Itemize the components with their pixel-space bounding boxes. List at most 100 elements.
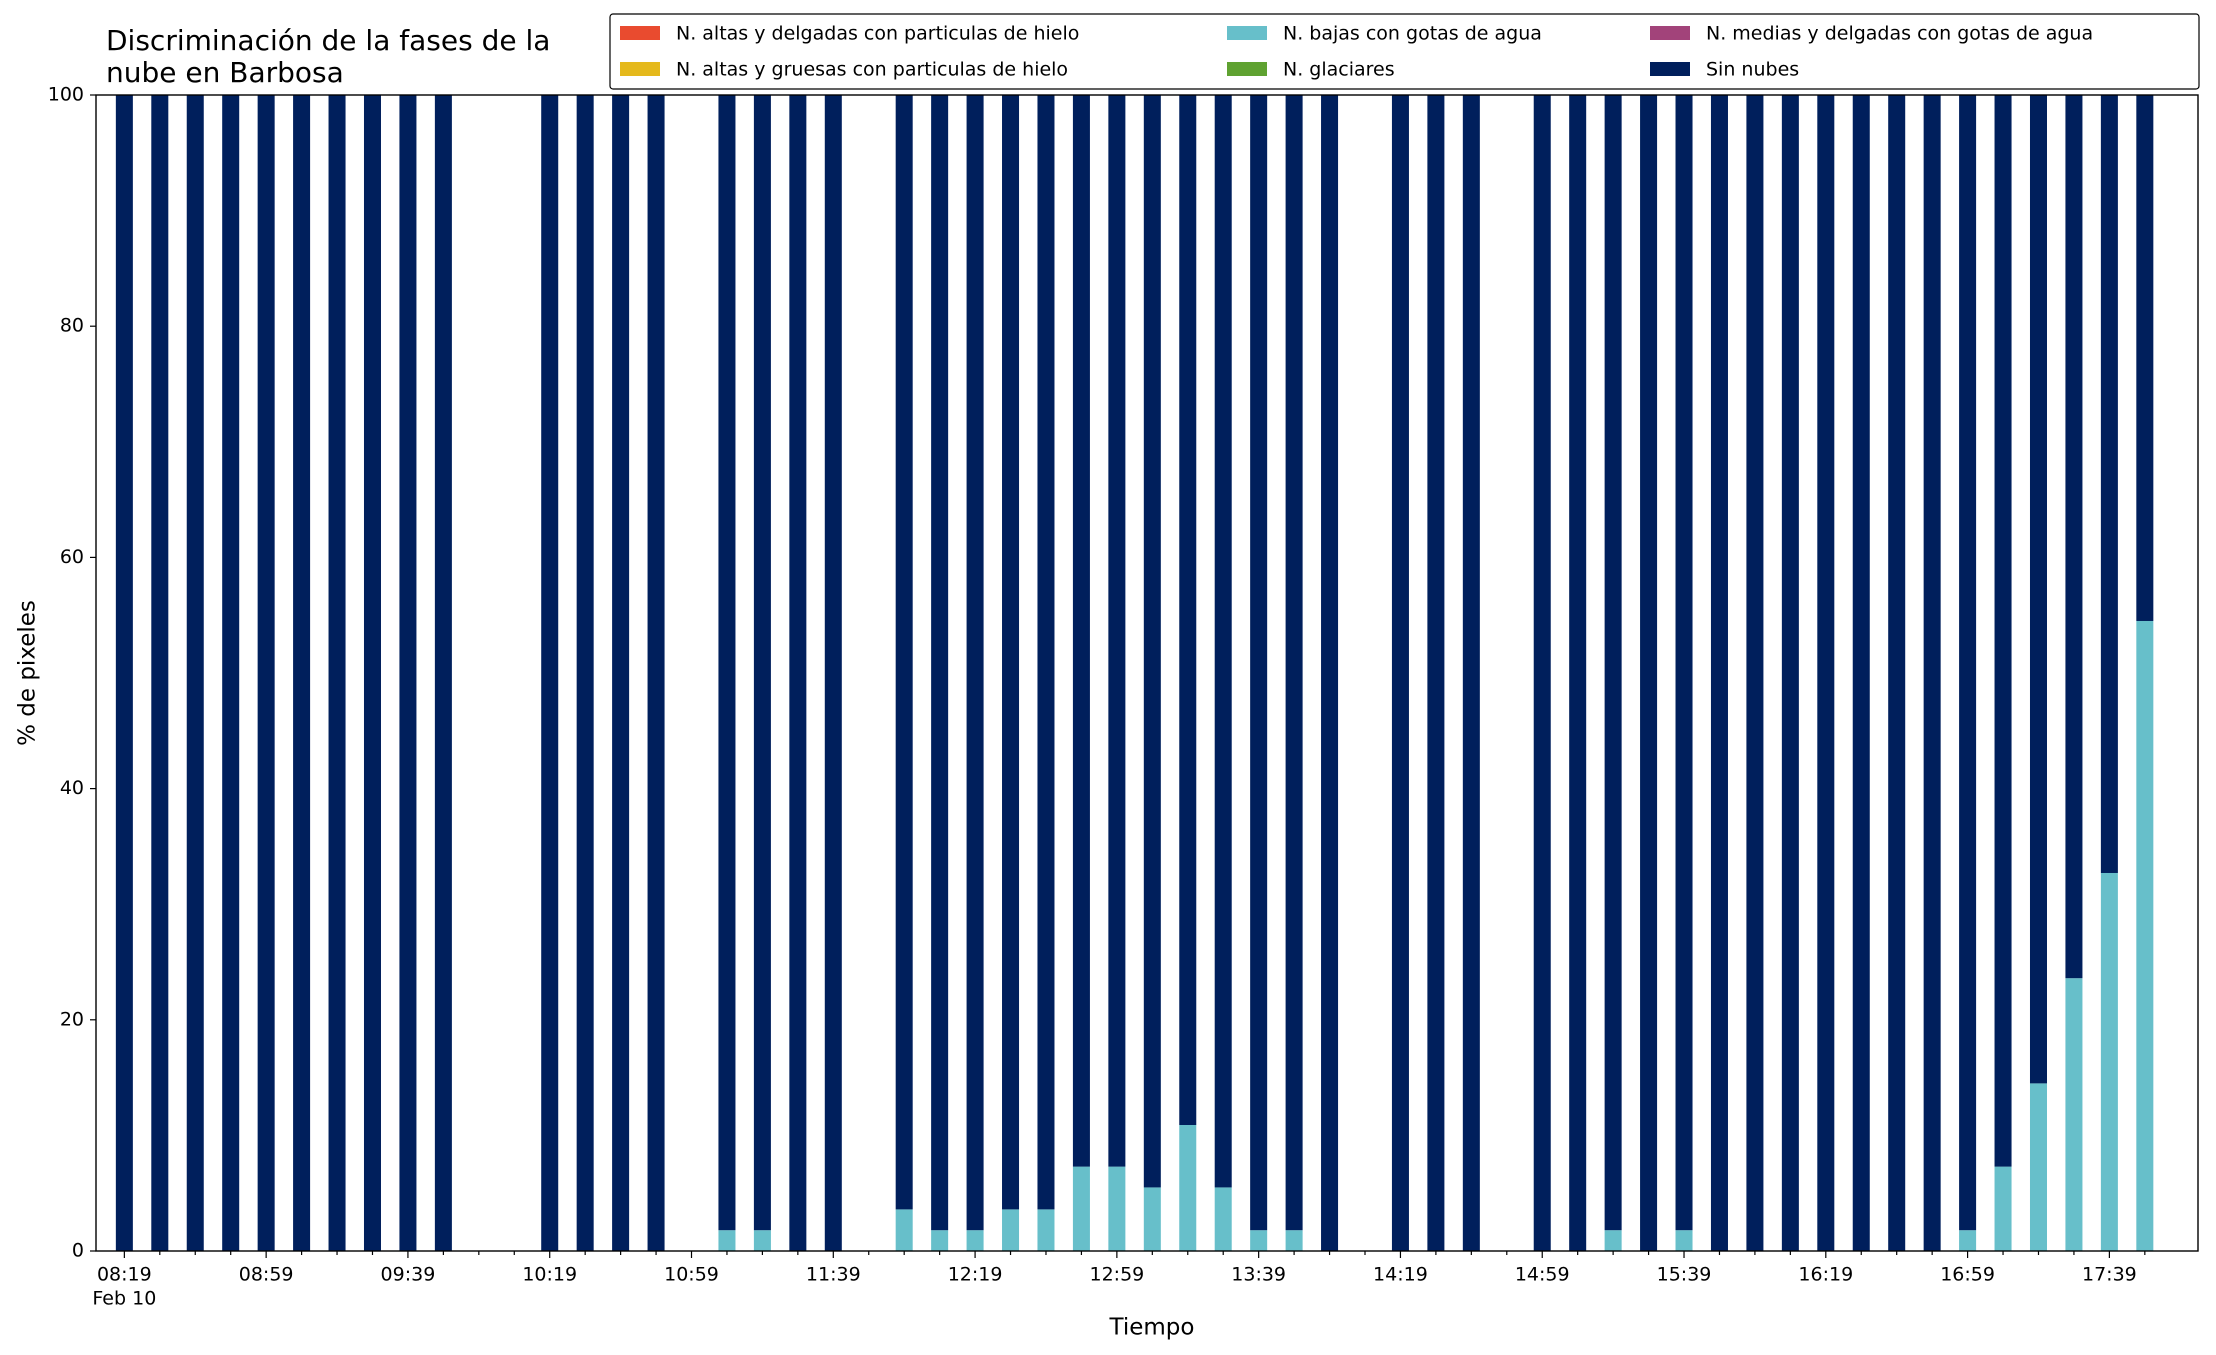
bar-segment — [1604, 95, 1622, 1231]
legend-box — [609, 13, 2200, 90]
legend-label: N. medias y delgadas con gotas de agua — [1706, 23, 2093, 45]
legend-label: N. altas y gruesas con particulas de hie… — [676, 59, 1068, 81]
x-tick-label: 10:59 — [664, 1264, 719, 1286]
bar-segment — [1533, 95, 1551, 1251]
x-tick-label: 10:19 — [522, 1264, 577, 1286]
bar-segment — [541, 95, 559, 1251]
bar-segment — [1817, 95, 1835, 1251]
bar-segment — [753, 95, 771, 1231]
bar-segment — [1037, 95, 1055, 1210]
x-tick-label: 08:59 — [239, 1264, 294, 1286]
bar-segment — [1923, 95, 1941, 1251]
plot-frame — [95, 94, 2199, 1252]
bar-segment — [1391, 95, 1409, 1251]
bar-segment — [1285, 95, 1303, 1231]
bar-segment — [257, 95, 275, 1251]
bar-segment — [1675, 95, 1693, 1231]
x-tick-label: 11:39 — [806, 1264, 861, 1286]
bar-segment — [1852, 95, 1870, 1251]
bar-segment — [1179, 95, 1197, 1125]
legend-swatch — [1227, 26, 1267, 40]
bar-segment — [966, 95, 984, 1231]
legend-label: N. glaciares — [1283, 59, 1395, 81]
bar-segment — [1462, 95, 1480, 1251]
bar-segment — [2136, 620, 2154, 1251]
x-tick-label: 14:19 — [1373, 1264, 1428, 1286]
bar-segment — [2065, 978, 2083, 1251]
bar-segment — [2100, 95, 2118, 873]
bar-segment — [293, 95, 311, 1251]
bar-segment — [434, 95, 452, 1251]
legend-swatch — [620, 62, 660, 76]
bar-segment — [1143, 95, 1161, 1188]
bar-segment — [115, 95, 133, 1251]
bar-segment — [2065, 95, 2083, 979]
bar-segment — [576, 95, 594, 1251]
y-tick-label: 20 — [60, 1008, 84, 1030]
x-tick-label: 16:59 — [1940, 1264, 1995, 1286]
bar-segment — [2100, 872, 2118, 1251]
legend-label: N. altas y delgadas con particulas de hi… — [676, 23, 1079, 45]
bar-segment — [1072, 1166, 1090, 1251]
bar-segment — [1746, 95, 1764, 1251]
bar-segment — [895, 1209, 913, 1251]
bar-segment — [1108, 95, 1126, 1167]
x-tick-label: 09:39 — [381, 1264, 436, 1286]
bar-segment — [1002, 1209, 1020, 1251]
bar-segment — [1994, 95, 2012, 1167]
bar-segment — [1037, 1209, 1055, 1251]
bar-segment — [186, 95, 204, 1251]
x-tick-label: 12:59 — [1089, 1264, 1144, 1286]
bar-segment — [151, 95, 169, 1251]
y-tick-label: 40 — [60, 777, 84, 799]
bar-segment — [1002, 95, 1020, 1210]
bar-segment — [1569, 95, 1587, 1251]
x-tick-label: 14:59 — [1515, 1264, 1570, 1286]
y-tick-label: 60 — [60, 546, 84, 568]
legend-swatch — [1650, 62, 1690, 76]
bar-segment — [363, 95, 381, 1251]
bar-segment — [1143, 1187, 1161, 1251]
chart-title: Discriminación de la fases de la — [106, 24, 550, 57]
bar-segment — [1959, 95, 1977, 1231]
x-axis-label: Tiempo — [1109, 1315, 1195, 1341]
x-tick-label: 12:19 — [948, 1264, 1003, 1286]
bar-segment — [222, 95, 240, 1251]
bar-segment — [1994, 1166, 2012, 1251]
bar-segment — [895, 95, 913, 1210]
bar-segment — [2136, 95, 2154, 621]
bar-segment — [931, 95, 949, 1231]
bar-segment — [2029, 95, 2047, 1084]
x-tick-label: 17:39 — [2082, 1264, 2137, 1286]
bar-segment — [1427, 95, 1445, 1251]
x-tick-date: Feb 10 — [92, 1288, 156, 1310]
x-tick-label: 08:19 — [97, 1264, 152, 1286]
bar-segment — [1888, 95, 1906, 1251]
legend-swatch — [1227, 62, 1267, 76]
bar-segment — [1781, 95, 1799, 1251]
bar-segment — [1108, 1166, 1126, 1251]
bar-segment — [824, 95, 842, 1251]
bar-segment — [2029, 1083, 2047, 1251]
bar-segment — [328, 95, 346, 1251]
bar-segment — [1675, 1230, 1693, 1251]
legend-swatch — [1650, 26, 1690, 40]
bar-segment — [1250, 1230, 1268, 1251]
bar-segment — [1214, 1187, 1232, 1251]
y-axis-label: % de pixeles — [15, 600, 41, 746]
legend-label: Sin nubes — [1706, 59, 1799, 81]
y-tick-label: 0 — [72, 1240, 84, 1262]
bar-segment — [1250, 95, 1268, 1231]
bar-segment — [612, 95, 630, 1251]
bar-segment — [1640, 95, 1658, 1251]
bar-segment — [966, 1230, 984, 1251]
bar-segment — [1285, 1230, 1303, 1251]
bar-segment — [718, 1230, 736, 1251]
x-tick-label: 16:19 — [1798, 1264, 1853, 1286]
y-tick-label: 80 — [60, 315, 84, 337]
bar-segment — [399, 95, 417, 1251]
y-tick-label: 100 — [48, 84, 84, 106]
bar-segment — [1321, 95, 1339, 1251]
bar-segment — [1710, 95, 1728, 1251]
